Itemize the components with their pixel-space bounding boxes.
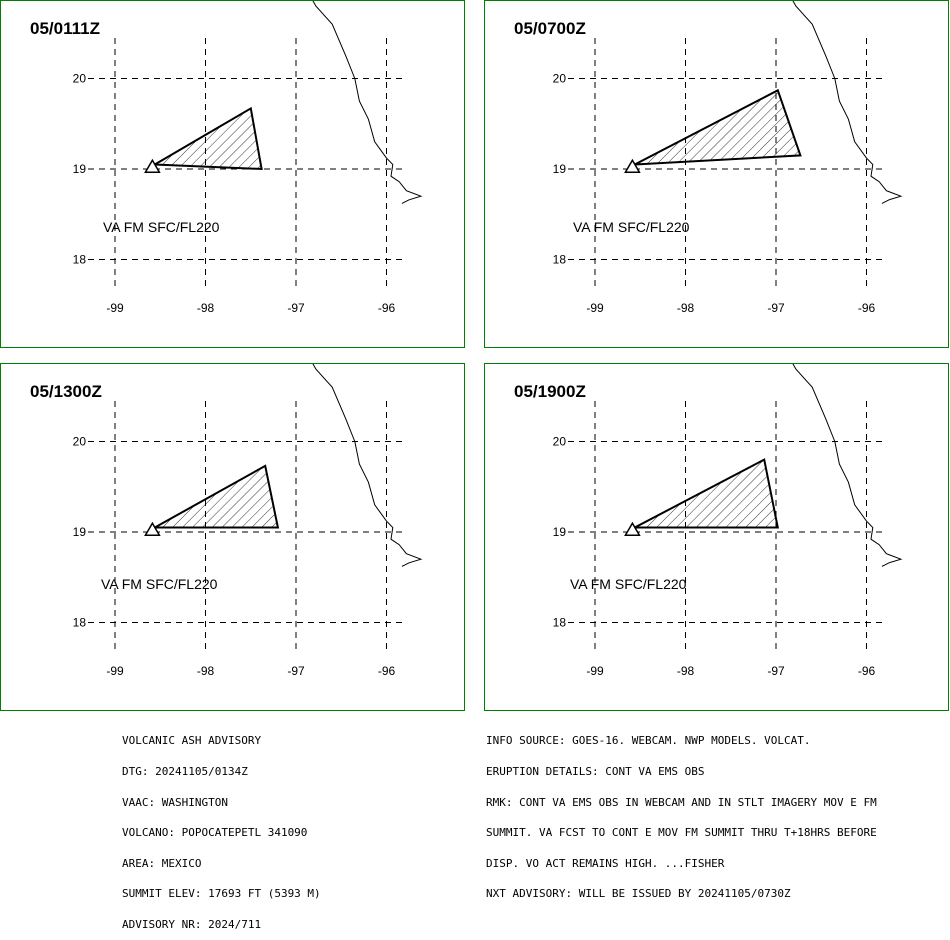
map-content: -99 -98 -97 -96 20 19 18 05/1300Z VA FM SFC/FL22…	[30, 364, 423, 678]
lon-tick-label: -99	[106, 664, 124, 678]
lat-tick-label: 19	[73, 162, 87, 176]
lon-tick-label: -97	[767, 664, 785, 678]
map-panel-2: -99 -98 -97 -96 20 19 18 05/0700Z VA FM SFC/FL22…	[484, 0, 949, 348]
lat-tick-label: 20	[553, 72, 567, 86]
lon-tick-label: -97	[287, 664, 305, 678]
ash-cloud-polygon	[634, 458, 780, 529]
coastline	[312, 364, 423, 567]
lon-tick-label: -99	[106, 301, 124, 315]
advisory-info-right: INFO SOURCE: GOES-16. WEBCAM. NWP MODELS…	[486, 716, 877, 910]
advisory-info-left: VOLCANIC ASH ADVISORY DTG: 20241105/0134…	[122, 716, 321, 940]
lon-tick-label: -96	[378, 301, 396, 315]
ash-level-label: VA FM SFC/FL220	[573, 219, 690, 235]
advisory-number: ADVISORY NR: 2024/711	[122, 917, 262, 931]
volcano-icon	[144, 521, 161, 536]
advisory-title: VOLCANIC ASH ADVISORY	[122, 734, 262, 748]
advisory-area: AREA: MEXICO	[122, 856, 202, 870]
lon-tick-label: -99	[586, 301, 604, 315]
ash-level-label: VA FM SFC/FL220	[570, 576, 687, 592]
map-panel-4: -99 -98 -97 -96 20 19 18 05/1900Z VA FM SFC/FL22…	[484, 363, 949, 711]
lon-tick-label: -97	[767, 301, 785, 315]
lat-tick-label: 19	[553, 525, 567, 539]
panel-time-label: 05/1900Z	[514, 382, 586, 401]
ash-level-label: VA FM SFC/FL220	[101, 576, 218, 592]
ash-cloud-polygon	[151, 106, 263, 171]
lon-tick-label: -96	[858, 301, 876, 315]
volcano-icon	[624, 158, 641, 173]
panel-time-label: 05/1300Z	[30, 382, 102, 401]
panel-time-label: 05/0111Z	[30, 19, 100, 38]
panel-frame	[0, 363, 465, 711]
lat-tick-label: 19	[73, 525, 87, 539]
lon-tick-label: -99	[586, 664, 604, 678]
lon-tick-label: -98	[677, 664, 695, 678]
coastline	[792, 364, 903, 567]
lat-tick-label: 18	[553, 253, 567, 267]
advisory-info-source: INFO SOURCE: GOES-16. WEBCAM. NWP MODELS…	[486, 734, 811, 748]
ash-cloud-polygon	[150, 464, 280, 529]
advisory-next: NXT ADVISORY: WILL BE ISSUED BY 20241105…	[486, 887, 791, 901]
ash-cloud-polygon	[634, 88, 802, 166]
volcano-icon	[144, 158, 161, 173]
advisory-remarks-3: DISP. VO ACT REMAINS HIGH. ...FISHER	[486, 856, 725, 870]
lat-tick-label: 20	[553, 435, 567, 449]
map-content: -99 -98 -97 -96 20 19 18 05/0111Z VA FM SFC/FL22…	[30, 1, 423, 315]
advisory-dtg: DTG: 20241105/0134Z	[122, 765, 248, 778]
lon-tick-label: -96	[378, 664, 396, 678]
map-panel-1: -99 -98 -97 -96 20 19 18 05/0111Z VA FM SFC/FL22…	[0, 0, 465, 348]
advisory-remarks-2: SUMMIT. VA FCST TO CONT E MOV FM SUMMIT …	[486, 826, 877, 840]
panel-frame	[0, 0, 465, 348]
lat-tick-label: 20	[73, 435, 87, 449]
lon-tick-label: -98	[197, 301, 215, 315]
lat-tick-label: 18	[73, 616, 87, 630]
lon-tick-label: -97	[287, 301, 305, 315]
advisory-remarks-1: RMK: CONT VA EMS OBS IN WEBCAM AND IN ST…	[486, 795, 877, 809]
lat-tick-label: 19	[553, 162, 567, 176]
map-panel-3: -99 -98 -97 -96 20 19 18 05/1300Z VA FM SFC/FL22…	[0, 363, 465, 711]
advisory-vaac: VAAC: WASHINGTON	[122, 795, 228, 809]
panel-time-label: 05/0700Z	[514, 19, 586, 38]
lat-tick-label: 18	[73, 253, 87, 267]
advisory-volcano: VOLCANO: POPOCATEPETL 341090	[122, 826, 308, 840]
lon-tick-label: -98	[677, 301, 695, 315]
lon-tick-label: -96	[858, 664, 876, 678]
advisory-summit-elev: SUMMIT ELEV: 17693 FT (5393 M)	[122, 887, 321, 901]
advisory-map-graphic: -99 -98 -97 -96 20 19 18 05/0111Z VA FM SFC/FL22…	[0, 0, 949, 711]
map-content: -99 -98 -97 -96 20 19 18 05/0700Z VA FM SFC/FL22…	[514, 1, 903, 315]
volcano-icon	[624, 521, 641, 536]
map-content: -99 -98 -97 -96 20 19 18 05/1900Z VA FM SFC/FL22…	[514, 364, 903, 678]
coastline	[312, 1, 423, 204]
ash-level-label: VA FM SFC/FL220	[103, 219, 220, 235]
coastline	[792, 1, 903, 204]
lat-tick-label: 20	[73, 72, 87, 86]
lat-tick-label: 18	[553, 616, 567, 630]
advisory-eruption-details: ERUPTION DETAILS: CONT VA EMS OBS	[486, 765, 705, 778]
lon-tick-label: -98	[197, 664, 215, 678]
